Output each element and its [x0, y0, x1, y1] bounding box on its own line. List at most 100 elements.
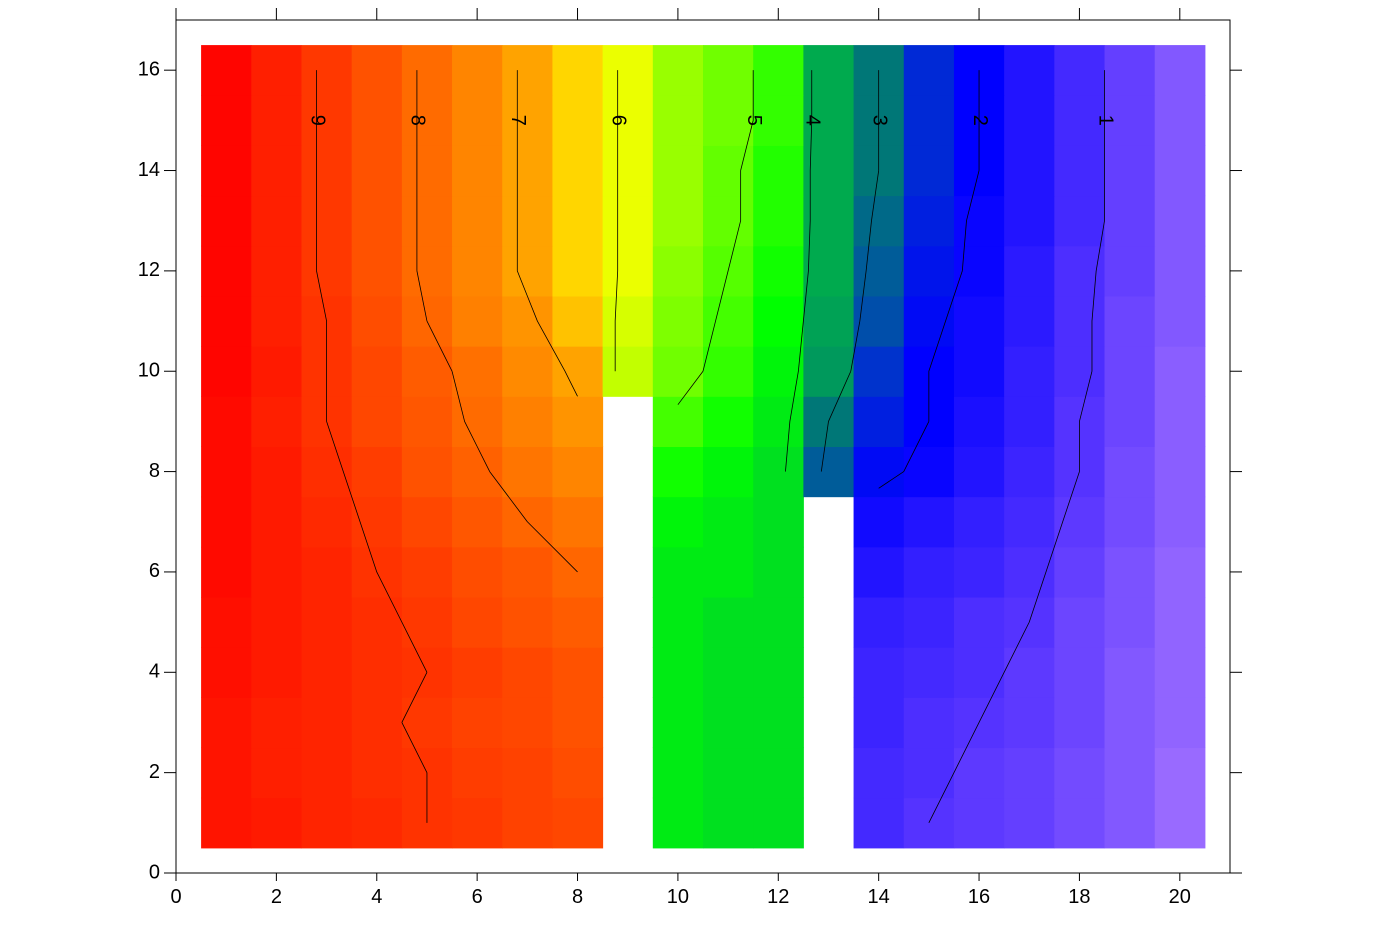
heat-cell: [953, 647, 1005, 698]
heat-cell: [552, 446, 604, 498]
heat-cell: [452, 195, 503, 247]
heat-cell: [552, 295, 604, 347]
heat-cell: [1054, 145, 1106, 197]
heat-cell: [452, 145, 503, 197]
heat-cell: [1154, 597, 1206, 648]
heat-cell: [201, 245, 252, 297]
heat-cell: [301, 647, 353, 698]
heat-cell: [1154, 797, 1206, 849]
heat-cell: [652, 145, 704, 197]
heat-cell: [903, 797, 955, 849]
heat-cell: [753, 597, 804, 648]
heat-cell: [502, 697, 553, 749]
heat-cell: [552, 95, 604, 146]
heat-cell: [1004, 396, 1055, 447]
heat-cell: [502, 747, 553, 799]
heat-cell: [803, 446, 855, 498]
heat-cell: [703, 697, 754, 749]
heat-cell: [602, 45, 654, 96]
heat-cell: [301, 546, 353, 598]
heat-cell: [652, 797, 704, 849]
heat-cell: [652, 597, 704, 648]
contour-line: [677, 70, 754, 405]
contour-label: 5: [743, 115, 765, 126]
heat-cell: [853, 697, 905, 749]
heat-cell: [351, 597, 403, 648]
heat-cell: [452, 647, 503, 698]
heat-cell: [1004, 145, 1055, 197]
heat-cell: [401, 45, 453, 96]
heat-cell: [351, 346, 403, 397]
heat-cell: [1004, 245, 1055, 297]
heat-cell: [201, 145, 252, 197]
contour-line: [820, 70, 880, 472]
heat-cell: [401, 195, 453, 247]
heat-cell: [301, 95, 353, 146]
heat-cell: [1104, 647, 1156, 698]
heat-cell: [351, 295, 403, 347]
heat-cell: [251, 245, 302, 297]
heat-cell: [803, 295, 855, 347]
heat-cell: [502, 145, 553, 197]
y-tick-label: 10: [138, 360, 160, 382]
heat-cell: [602, 95, 654, 146]
heat-cell: [652, 747, 704, 799]
heat-cell: [201, 496, 252, 548]
contour-label: 7: [507, 115, 529, 126]
heat-cell: [251, 396, 302, 447]
heat-cell: [201, 446, 252, 498]
heat-cell: [251, 647, 302, 698]
contour-label: 2: [969, 115, 991, 126]
heat-cell: [803, 245, 855, 297]
heat-cell: [652, 95, 704, 146]
heat-cell: [652, 346, 704, 397]
heat-cell: [652, 546, 704, 598]
heat-cell: [251, 797, 302, 849]
heat-cell: [602, 295, 654, 347]
heat-cell: [351, 245, 403, 297]
contour-label: 3: [868, 115, 890, 126]
heat-cell: [452, 295, 503, 347]
heat-cell: [753, 145, 804, 197]
heat-cell: [903, 747, 955, 799]
heat-cell: [903, 295, 955, 347]
heat-cell: [201, 546, 252, 598]
heat-cell: [401, 697, 453, 749]
x-tick-label: 16: [968, 886, 990, 908]
heat-cell: [652, 496, 704, 548]
heat-cell: [703, 45, 754, 96]
heat-cell: [251, 145, 302, 197]
heat-cell: [452, 546, 503, 598]
heat-cell: [201, 797, 252, 849]
heat-cell: [1104, 145, 1156, 197]
heat-cell: [652, 195, 704, 247]
heat-cell: [652, 697, 704, 749]
heat-cell: [1154, 496, 1206, 548]
y-tick-label: 2: [149, 761, 160, 783]
heat-cell: [1004, 95, 1055, 146]
heat-cell: [853, 446, 905, 498]
y-tick-label: 14: [138, 159, 160, 181]
heat-cell: [502, 295, 553, 347]
heat-cell: [1004, 295, 1055, 347]
heat-cell: [1004, 446, 1055, 498]
heat-cell: [401, 496, 453, 548]
contour-line: [928, 70, 1105, 824]
heat-cell: [251, 95, 302, 146]
heat-cell: [401, 396, 453, 447]
heat-cell: [351, 195, 403, 247]
heat-cell: [1004, 747, 1055, 799]
heat-cell: [452, 697, 503, 749]
heat-cell: [452, 245, 503, 297]
contour-line: [614, 70, 619, 372]
heat-cell: [803, 195, 855, 247]
contour-label: 9: [306, 115, 328, 126]
heat-cell: [502, 346, 553, 397]
heat-cell: [1004, 546, 1055, 598]
heat-cell: [1054, 245, 1106, 297]
heat-cell: [903, 145, 955, 197]
heat-cell: [401, 446, 453, 498]
y-tick-label: 8: [149, 460, 160, 482]
